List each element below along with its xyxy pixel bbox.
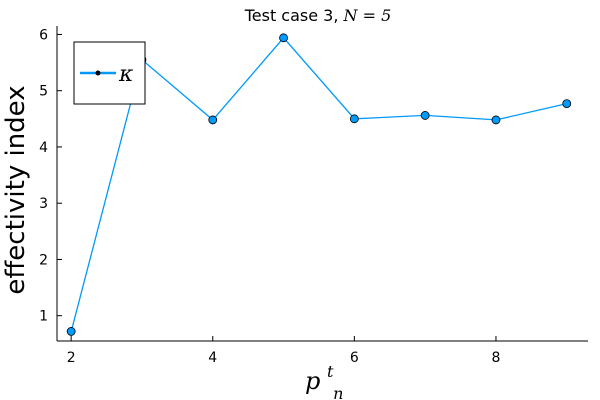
x-tick-label: 4 (208, 350, 217, 366)
x-axis-label-sub: n (333, 384, 343, 400)
legend-series-label: κ (118, 62, 134, 87)
x-tick-label: 2 (67, 350, 76, 366)
y-tick-label: 5 (39, 84, 48, 100)
data-point (208, 115, 218, 125)
x-axis-label-sup: t (327, 362, 334, 381)
x-tick-label: 8 (491, 350, 500, 366)
y-axis-label: effectivity index (1, 85, 31, 294)
y-tick-label: 4 (39, 140, 48, 156)
legend: κ (73, 41, 146, 105)
x-axis-label: p t n (305, 355, 343, 400)
y-tick-label: 2 (39, 252, 48, 268)
data-point (279, 33, 288, 43)
series-line (70, 36, 567, 332)
y-tick-label: 1 (39, 309, 48, 325)
y-tick-label: 3 (39, 196, 48, 212)
data-point (562, 99, 572, 109)
axis-ticks: 2 4 6 8 1 2 3 4 5 6 (39, 27, 500, 366)
data-point (420, 111, 430, 120)
legend-marker-swatch (95, 70, 101, 76)
data-point (491, 115, 501, 125)
plot-area (66, 33, 572, 336)
data-point (349, 114, 359, 124)
chart-title: Test case 3, N = 5 (244, 6, 392, 25)
x-tick-label: 6 (350, 350, 359, 366)
y-tick-label: 6 (39, 27, 48, 43)
data-point (66, 327, 76, 336)
x-axis-label-base: p (305, 367, 320, 395)
